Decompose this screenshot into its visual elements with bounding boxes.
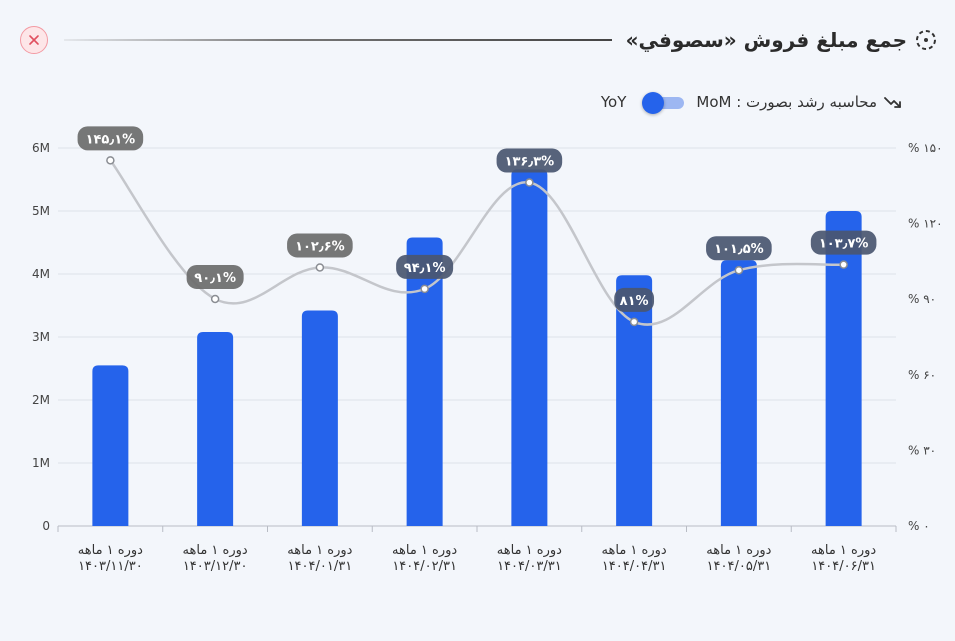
left-axis-tick-label: 2M <box>32 393 50 407</box>
growth-label-bg <box>77 126 144 151</box>
x-axis-category-label: دوره ۱ ماهه <box>811 543 876 558</box>
growth-label-bg <box>496 148 563 173</box>
growth-label: ۱۳۶٫۳% <box>505 155 555 170</box>
x-axis-category-label: ۱۴۰۴/۰۲/۳۱ <box>392 559 457 574</box>
growth-label: ۱۰۱٫۵% <box>714 242 764 257</box>
growth-point[interactable] <box>734 265 744 275</box>
x-axis-category-label: ۱۴۰۳/۱۲/۳۰ <box>183 559 248 574</box>
growth-label: ۱۴۵٫۱% <box>86 132 136 147</box>
x-axis-category-label: ۱۴۰۳/۱۱/۳۰ <box>78 559 143 574</box>
growth-label: ۸۱% <box>620 294 649 309</box>
growth-label: ۱۰۲٫۶% <box>295 239 345 254</box>
right-axis-tick-label: % ۶۰ <box>908 368 936 382</box>
bar[interactable] <box>92 365 129 526</box>
chart-title: جمع مبلغ فروش «سصوفي» <box>625 28 907 52</box>
growth-label-bg <box>186 264 244 289</box>
growth-point[interactable] <box>315 263 325 272</box>
close-icon <box>29 35 39 45</box>
left-axis-tick-label: 1M <box>32 456 50 470</box>
right-axis-tick-label: % ۱۲۰ <box>908 217 943 231</box>
x-axis-category-label: دوره ۱ ماهه <box>706 543 771 558</box>
trending-up-icon <box>883 92 903 112</box>
right-axis-tick-label: % ۳۰ <box>908 443 936 457</box>
x-axis-category-label: دوره ۱ ماهه <box>602 543 667 558</box>
bar[interactable] <box>825 211 862 526</box>
growth-point[interactable] <box>525 178 534 187</box>
left-axis-tick-label: 3M <box>32 330 50 344</box>
x-axis-category-label: دوره ۱ ماهه <box>392 543 457 558</box>
growth-label: ۱۰۳٫۷% <box>819 237 869 252</box>
growth-point[interactable] <box>839 260 848 269</box>
x-axis-category-label: ۱۴۰۴/۰۱/۳۱ <box>288 559 353 574</box>
growth-label-bg <box>287 233 353 258</box>
bar[interactable] <box>301 310 338 526</box>
x-axis-category-label: دوره ۱ ماهه <box>287 543 352 558</box>
right-axis-tick-label: % ۹۰ <box>908 292 936 306</box>
bar[interactable] <box>197 331 234 526</box>
switch-knob[interactable] <box>642 92 665 114</box>
growth-label: ۹۴٫۱% <box>404 261 446 276</box>
bar[interactable] <box>511 169 548 527</box>
growth-point[interactable] <box>420 284 429 294</box>
left-axis-tick-label: 4M <box>32 267 50 281</box>
left-axis-tick-label: 0 <box>42 519 50 533</box>
left-axis-tick-label: 6M <box>32 141 50 155</box>
growth-line <box>109 159 844 326</box>
x-axis-category-label: دوره ۱ ماهه <box>497 543 562 558</box>
growth-mode-label: محاسبه رشد بصورت : MoM <box>696 93 877 111</box>
bar[interactable] <box>720 260 757 526</box>
chart-header: جمع مبلغ فروش «سصوفي» <box>20 22 937 58</box>
x-axis-category-label: ۱۴۰۴/۰۴/۳۱ <box>602 559 667 574</box>
yoy-label[interactable]: YoY <box>600 93 627 111</box>
bar[interactable] <box>616 275 653 526</box>
dashed-circle-icon <box>915 29 937 51</box>
growth-label-bg <box>614 287 655 312</box>
growth-label: ۹۰٫۱% <box>194 271 236 286</box>
x-axis-category-label: ۱۴۰۴/۰۵/۳۱ <box>707 559 772 574</box>
left-axis-tick-label: 5M <box>32 204 50 218</box>
growth-label-bg <box>810 230 877 255</box>
growth-point[interactable] <box>106 156 115 165</box>
x-axis-category-label: ۱۴۰۴/۰۶/۳۱ <box>811 559 876 574</box>
growth-mode-switch[interactable] <box>640 92 685 114</box>
bar[interactable] <box>406 237 443 526</box>
right-axis-tick-label: % ۱۵۰ <box>908 141 943 155</box>
growth-label-bg <box>396 254 454 279</box>
growth-point[interactable] <box>210 294 220 304</box>
right-axis-tick-label: % ۰ <box>908 519 930 533</box>
x-axis-category-label: ۱۴۰۴/۰۳/۳۱ <box>497 559 562 574</box>
close-button[interactable] <box>20 26 48 54</box>
growth-point[interactable] <box>629 317 639 327</box>
growth-label-bg <box>706 236 772 261</box>
x-axis-category-label: دوره ۱ ماهه <box>78 543 143 558</box>
title-divider <box>64 39 612 41</box>
x-axis-category-label: دوره ۱ ماهه <box>183 543 248 558</box>
growth-mode-toggle-row: محاسبه رشد بصورت : MoM YoY <box>600 92 903 114</box>
